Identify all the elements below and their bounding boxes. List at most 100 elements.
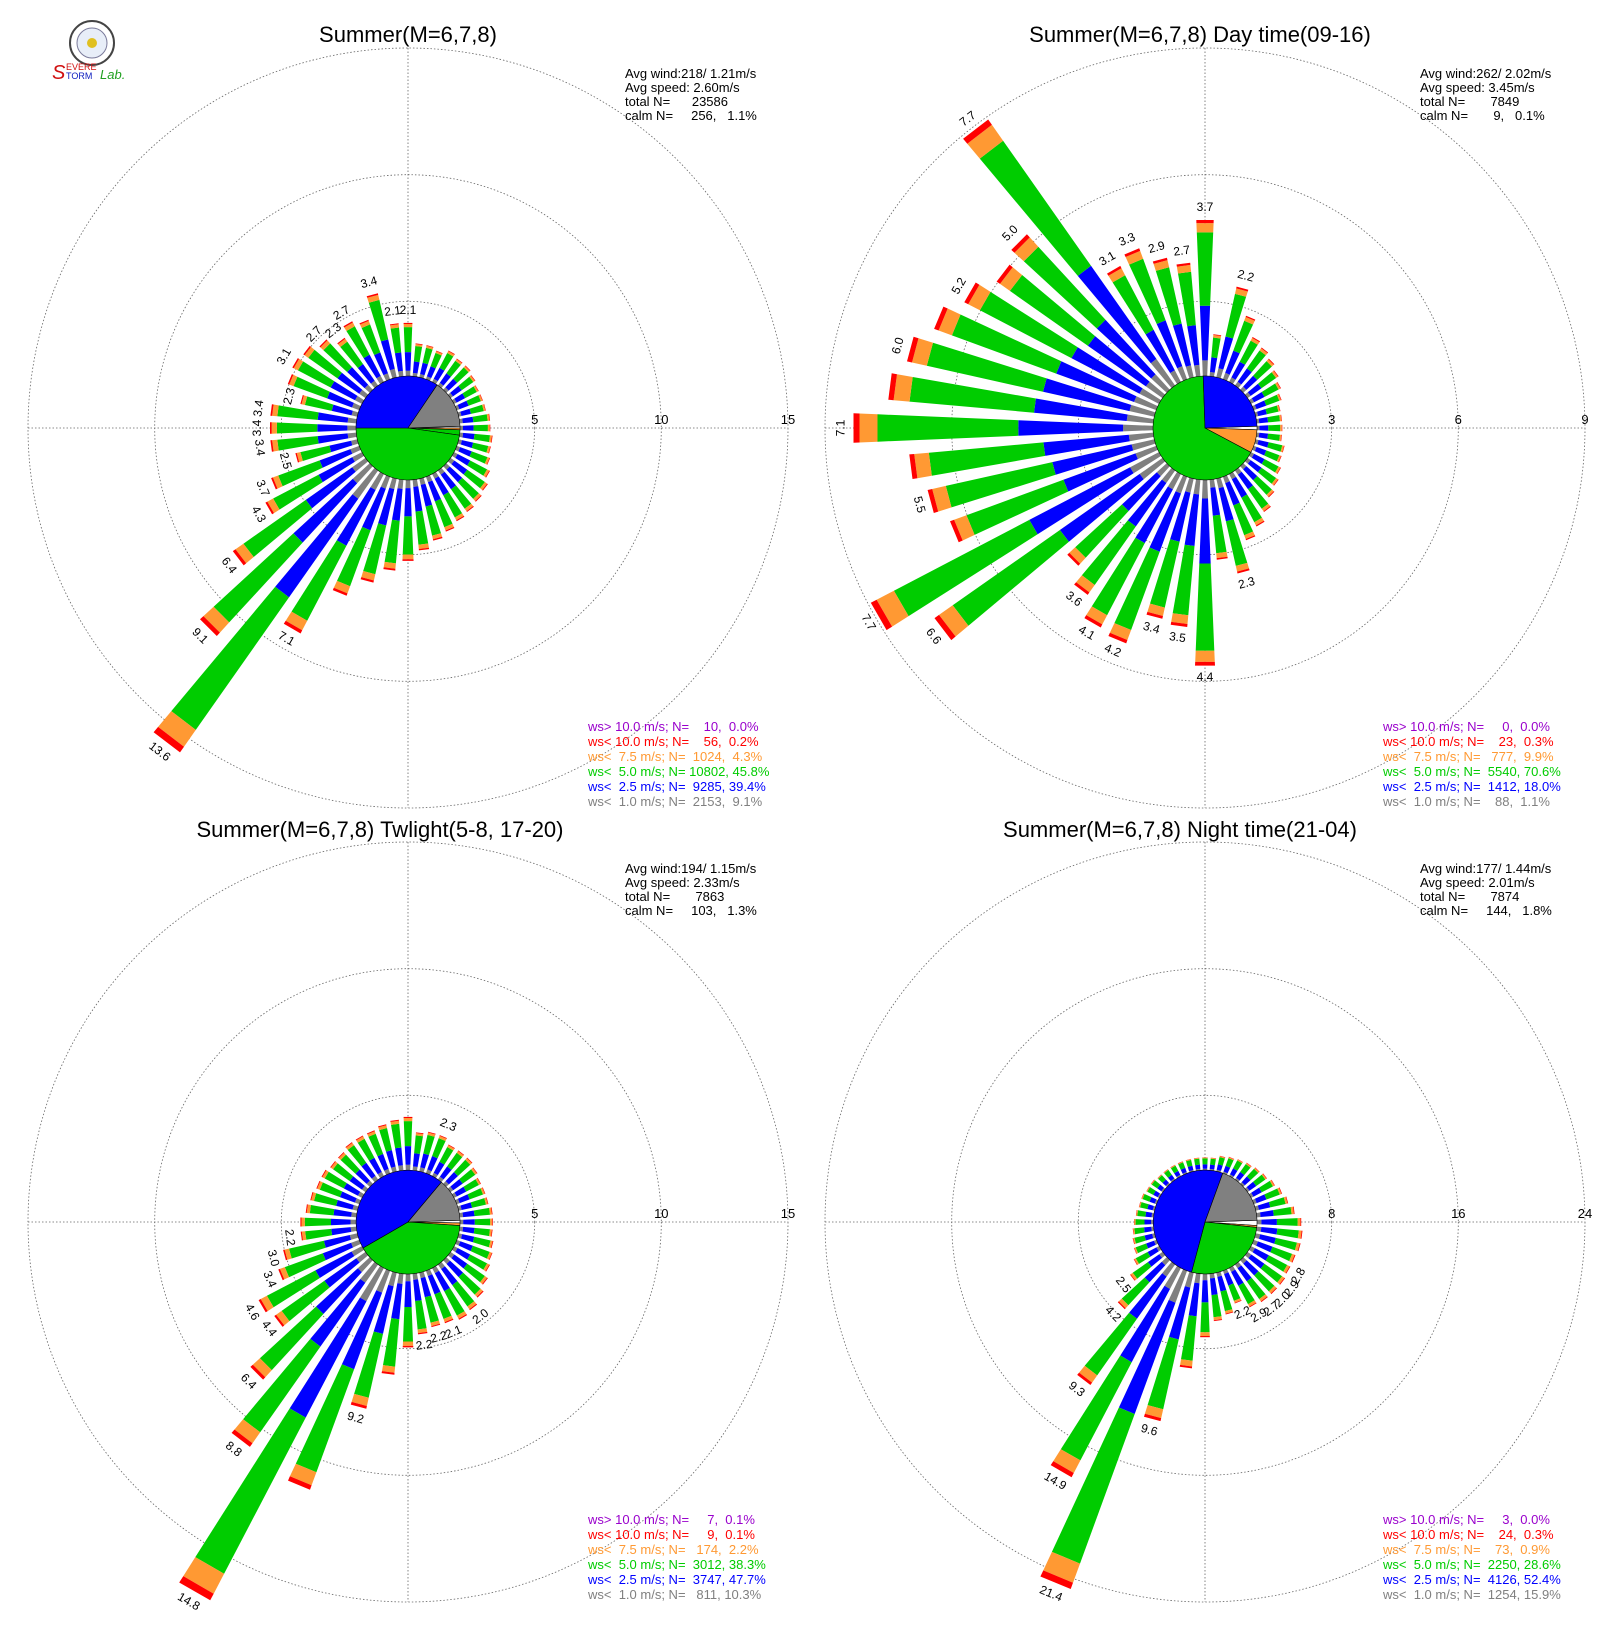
sector-bar-segment [1225,519,1248,566]
sector-bar-segment [153,726,184,753]
center-pie-slice [355,375,438,429]
sector-bar-segment [370,380,379,389]
sector-bar-segment [1254,1167,1260,1173]
sector-bar-segment [301,395,308,405]
sector-bar-segment [343,1183,361,1196]
sector-bar-segment [463,1179,479,1192]
sector-bar-segment [405,1164,411,1170]
sector-bar-segment [295,452,300,463]
sector-bar-segment [432,536,443,541]
sector-bar-segment [1146,611,1163,619]
sector-bar-segment [1253,476,1272,495]
sector-bar-segment [391,1166,397,1173]
sector-bar-segment [388,1271,397,1287]
sector-bar-segment [979,140,1091,276]
sector-bar-segment [360,320,371,328]
sector-bar-segment [485,470,490,478]
sector-bar-segment [467,460,488,476]
sector-bar-segment [469,375,475,382]
sector-bar-segment [1216,1271,1222,1277]
sector-bar-segment [1194,1273,1201,1284]
sector-bar-segment [1043,1551,1080,1583]
sector-bar-segment [425,475,433,483]
sector-bar-segment [345,1142,353,1148]
sector-bar-segment [1252,1248,1269,1261]
sector-bar-segment [1123,424,1153,432]
sector-bar-segment [1290,1206,1294,1215]
sector-bar-segment [1222,475,1230,484]
sector-bar-segment [966,479,1069,535]
sector-bar-segment [488,1240,493,1248]
sector-bar-segment [1223,1165,1231,1174]
sector-bar-segment [203,606,230,633]
sector-bar-segment [231,1429,253,1447]
sector-bar-segment [1279,414,1282,422]
sector-bar-segment [403,322,413,324]
sector-bar-segment [301,1217,305,1227]
stat-line: calm N= 103, 1.3% [625,903,757,918]
bar-value-label: 9.2 [346,1409,366,1427]
sector-bar-segment [491,1229,493,1237]
sector-bar-segment [1225,293,1247,339]
sector-bar-segment [1162,1261,1176,1277]
sector-bar-segment [1268,358,1275,365]
sector-bar-segment [909,377,1036,413]
sector-bar-segment [1096,319,1156,379]
panel-title: Summer(M=6,7,8) Twlight(5-8, 17-20) [196,817,563,842]
sector-bar-segment [1128,432,1154,442]
range-ring [1077,1094,1333,1350]
sector-bar-segment [1248,1254,1265,1269]
sector-bar-segment [1186,1159,1193,1167]
sector-bar-segment [1278,455,1282,463]
sector-bar-segment [1077,265,1157,364]
sector-bar-segment [347,432,357,439]
sector-bar-segment [378,1124,387,1128]
sector-bar-segment [1129,404,1156,417]
sector-bar-segment [293,358,304,371]
sector-bar-segment [1067,552,1081,566]
sector-bar-segment [1268,424,1281,432]
sector-bar-segment [1060,1355,1132,1461]
sector-bar-segment [979,291,1078,359]
sector-bar-segment [1043,378,1132,412]
sector-bar-segment [909,454,918,479]
sector-bar-segment [1169,1286,1191,1340]
sector-bar-segment [415,1133,424,1137]
sector-bar-segment [1228,1283,1241,1301]
legend-entry: ws< 10.0 m/s; N= 24, 0.3% [1382,1527,1554,1542]
bar-value-label: 6.4 [219,554,240,576]
ring-label: 6 [1455,412,1462,427]
sector-bar-segment [1170,1164,1176,1169]
sector-bar-segment [1176,1174,1181,1179]
sector-bar-segment [430,1320,440,1327]
sector-bar-segment [1202,1157,1208,1159]
sector-bar-segment [337,372,363,394]
sector-bar-segment [433,1161,445,1176]
sector-bar-segment [1211,1294,1222,1318]
sector-bar-segment [451,1192,457,1198]
sector-bar-segment [912,338,933,366]
sector-bar-segment [1282,445,1285,453]
stat-line: total N= 7874 [1420,889,1519,904]
sector-bar-segment [1260,1227,1278,1235]
sector-bar-segment [351,1393,369,1406]
sector-bar-segment [462,1226,475,1234]
sector-bar-segment [444,1318,454,1324]
bar-value-label: 2.3 [280,386,298,406]
sector-bar-segment [1151,1179,1155,1185]
sector-bar-segment [437,1176,444,1183]
sector-bar-segment [1254,517,1264,526]
sector-bar-segment [438,1135,447,1141]
sector-bar-segment [1229,471,1236,480]
sector-bar-segment [391,1283,403,1320]
sector-bar-segment [322,1242,353,1261]
sector-bar-segment [1246,1168,1259,1181]
bar-value-label: 3.1 [274,345,295,367]
sector-bar-segment [463,469,485,489]
sector-bar-segment [1257,425,1260,431]
sector-bar-segment [1259,348,1268,356]
sector-bar-segment [1218,336,1234,370]
sector-bar-segment [1274,1237,1297,1251]
sector-bar-segment [171,586,289,730]
sector-bar-segment [383,1318,400,1367]
